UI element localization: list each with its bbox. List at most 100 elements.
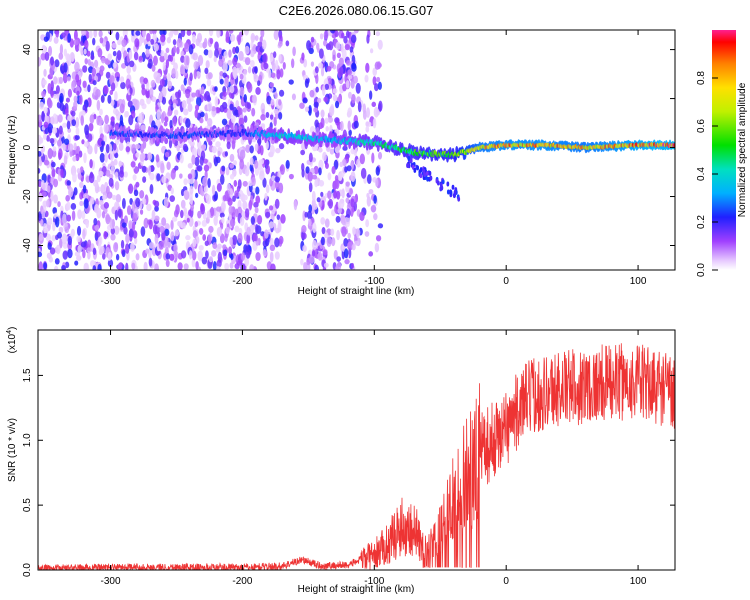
spectrogram-noise-cell xyxy=(355,82,361,94)
spectrogram-noise-cell xyxy=(219,70,224,77)
colorbar-ticks: 0.0 0.2 0.4 0.6 0.8 xyxy=(696,71,718,277)
spectrogram-noise-cell xyxy=(94,143,98,155)
spectrogram-noise-cell xyxy=(288,173,294,180)
spectrogram-noise-cell xyxy=(87,58,91,66)
spectrogram-noise-cell xyxy=(81,110,86,116)
spectrogram-noise-cell xyxy=(301,162,305,172)
spectrogram-noise-cell xyxy=(92,265,97,270)
colorbar-label: Normalized spectral amplitude xyxy=(737,82,748,217)
spectrogram-noise-cell xyxy=(343,237,349,247)
spectrogram-noise-cell xyxy=(109,218,115,230)
spectrogram-noise-cell xyxy=(107,94,112,104)
spectrogram-noise-cell xyxy=(83,193,89,200)
spectrogram-noise-cell xyxy=(169,119,173,129)
spectrogram-noise-cell xyxy=(345,30,350,38)
spectrogram-noise-cell xyxy=(273,51,277,58)
spectrogram-noise-cell xyxy=(51,127,58,135)
spectrogram-noise-cell xyxy=(201,219,208,227)
spectrogram-noise-cell xyxy=(47,242,52,250)
spectrogram-noise-cell xyxy=(334,117,340,124)
spectrogram-noise-cell xyxy=(57,201,61,208)
spectrogram-noise-cell xyxy=(152,224,158,235)
spectrogram-noise-cell xyxy=(355,228,361,238)
spectrogram-signal-tail xyxy=(426,176,429,182)
spectrogram-noise-cell xyxy=(154,205,159,212)
spectrogram-noise-cell xyxy=(140,226,146,237)
spectrogram-noise-cell xyxy=(121,249,126,258)
spectrogram-noise-cell xyxy=(164,228,170,237)
spectrogram-noise-cell xyxy=(84,58,88,65)
spectrogram-noise-cell xyxy=(224,190,229,202)
spectrogram-noise-cell xyxy=(312,222,317,234)
spectrogram-noise-cell xyxy=(195,235,200,245)
spectrogram-noise-cell xyxy=(376,76,381,83)
spectrogram-noise-cell xyxy=(303,261,308,270)
spectrogram-noise-cell xyxy=(211,106,217,112)
spectrogram-signal-tail xyxy=(425,170,429,176)
spectrogram-noise-cell xyxy=(102,194,107,201)
spectrogram-noise-cell xyxy=(260,114,266,121)
spectrogram-noise-cell xyxy=(103,85,109,95)
spectrogram-noise-cell xyxy=(246,226,251,236)
spectrogram-noise-cell xyxy=(96,115,100,126)
spectrogram-noise-cell xyxy=(346,208,351,219)
spectrogram-noise-cell xyxy=(73,95,78,103)
spectrogram-noise-cell xyxy=(119,76,125,83)
spectrogram-noise-cell xyxy=(324,232,329,239)
spectrogram-noise-cell xyxy=(329,148,335,155)
spectrogram-noise-cell xyxy=(58,148,63,159)
spectrogram-noise-cell xyxy=(332,54,336,62)
snr-x-tick-label: -200 xyxy=(232,576,252,587)
spectrogram-noise-cell xyxy=(278,89,285,97)
spectrogram-noise-cell xyxy=(260,30,265,38)
spectrogram-noise-cell xyxy=(353,120,359,129)
spectrogram-noise-cell xyxy=(135,152,140,158)
spectrogram-noise-cell xyxy=(83,48,87,55)
spectrogram-y-tick-label: 0 xyxy=(22,144,33,150)
spectrogram-noise-cell xyxy=(309,254,315,264)
spectrogram-signal-tail xyxy=(407,156,411,162)
spectrogram-noise-cell xyxy=(99,37,104,44)
spectrogram-noise-cell xyxy=(52,146,57,152)
spectrogram-noise-cell xyxy=(51,234,56,242)
spectrogram-noise-cell xyxy=(359,153,365,165)
spectrogram-noise-cell xyxy=(219,78,224,85)
spectrogram-noise-cell xyxy=(215,141,221,148)
spectrogram-noise-cell xyxy=(311,250,316,257)
spectrogram-noise-cell xyxy=(331,237,336,247)
spectrogram-noise-cell xyxy=(160,50,165,57)
spectrogram-noise-cell xyxy=(270,263,276,270)
spectrogram-noise-cell xyxy=(149,86,154,98)
spectrogram-noise-cell xyxy=(101,140,106,146)
spectrogram-noise-cell xyxy=(317,251,323,261)
spectrogram-noise-cell xyxy=(77,209,83,220)
spectrogram-noise-cell xyxy=(262,53,267,63)
spectrogram-noise-cell xyxy=(229,91,234,99)
spectrogram-noise-cell xyxy=(156,75,160,81)
spectrogram-noise-cell xyxy=(41,191,47,197)
spectrogram-noise-cell xyxy=(190,203,195,211)
spectrogram-noise-cell xyxy=(233,180,238,187)
spectrogram-noise-cell xyxy=(327,116,334,123)
spectrogram-noise-cell xyxy=(233,160,238,166)
spectrogram-noise-cell xyxy=(148,257,153,267)
spectrogram-noise-cell xyxy=(250,59,255,68)
spectrogram-noise-cell xyxy=(135,30,141,36)
spectrogram-noise-cell xyxy=(245,245,250,253)
spectrogram-y-tick-label: 20 xyxy=(22,93,33,105)
spectrogram-noise-cell xyxy=(128,183,134,194)
spectrogram-noise-cell xyxy=(191,250,197,261)
spectrogram-noise-cell xyxy=(225,30,230,42)
spectrogram-noise-cell xyxy=(244,208,250,218)
spectrogram-noise-cell xyxy=(199,155,204,166)
spectrogram-noise-cell xyxy=(357,101,362,113)
spectrogram-noise-cell xyxy=(200,86,205,95)
spectrogram-noise-cell xyxy=(278,235,284,245)
spectrogram-noise-cell xyxy=(93,59,99,68)
spectrogram-noise-cell xyxy=(84,124,89,136)
spectrogram-noise-cell xyxy=(79,181,84,189)
spectrogram-noise-cell xyxy=(183,77,187,86)
spectrogram-noise-cell xyxy=(119,164,124,175)
